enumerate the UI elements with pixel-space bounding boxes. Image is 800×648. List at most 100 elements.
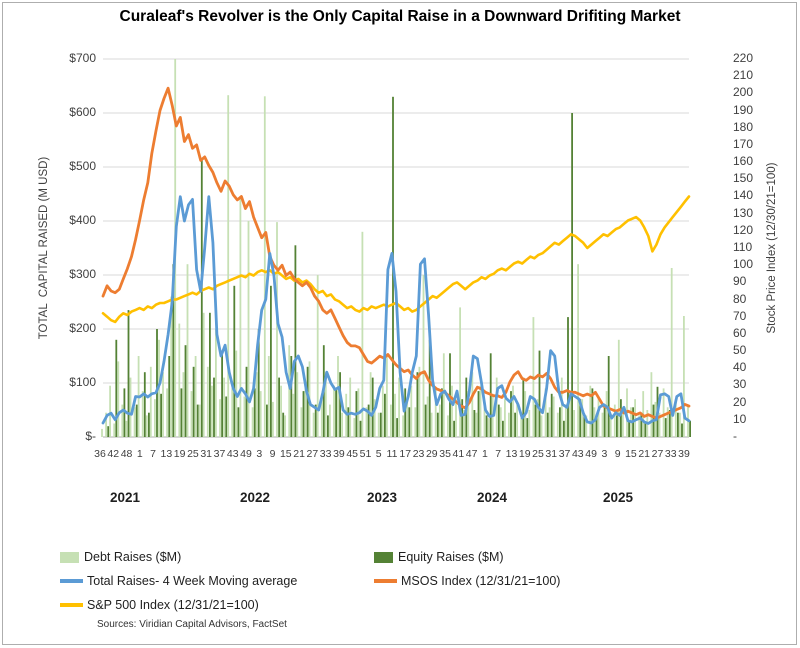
- right-axis-tick: 10: [733, 411, 747, 426]
- legend-item-debt-raises: Debt Raises ($M): [60, 550, 181, 564]
- x-axis-week-tick: 13: [160, 448, 173, 460]
- right-axis-tick: 30: [733, 377, 747, 392]
- right-axis-tick: 60: [733, 325, 747, 340]
- right-axis-tick: 100: [733, 257, 754, 272]
- right-axis-tick: 150: [733, 171, 754, 186]
- right-axis-tick: 40: [733, 360, 747, 375]
- legend-label-sp500-index: S&P 500 Index (12/31/21=100): [87, 598, 259, 612]
- x-axis-week-tick: 47: [465, 448, 478, 460]
- x-axis-week-tick: 37: [558, 448, 571, 460]
- legend-item-total-raises-ma: Total Raises- 4 Week Moving average: [60, 574, 297, 588]
- x-axis-week-tick: 49: [240, 448, 252, 460]
- x-axis-week-tick: 11: [386, 448, 398, 460]
- x-axis-week-tick: 9: [614, 448, 621, 460]
- x-axis-week-tick: 31: [200, 448, 213, 460]
- x-axis-week-tick: 41: [452, 448, 465, 460]
- left-axis-title: TOTAL CAPITAL RAISED (M USD): [38, 156, 50, 340]
- left-axis-tick: $200: [69, 321, 96, 335]
- x-axis-week-tick: 37: [213, 448, 226, 460]
- left-axis-tick: $600: [69, 105, 96, 119]
- left-axis-tick: $700: [69, 51, 96, 65]
- x-axis-week-tick: 35: [439, 448, 451, 460]
- plot-area: [101, 58, 691, 438]
- x-axis-week-tick: 7: [150, 448, 156, 460]
- left-axis-tick: $500: [69, 159, 96, 173]
- x-axis-week-tick: 17: [399, 448, 412, 460]
- right-axis-tick: 120: [733, 222, 754, 237]
- legend-label-msos-index: MSOS Index (12/31/21=100): [401, 574, 561, 588]
- legend-item-equity-raises: Equity Raises ($M): [374, 550, 504, 564]
- msos-index-swatch: [374, 579, 397, 583]
- x-axis-week-tick: 9: [269, 448, 276, 460]
- x-axis-week-tick: 27: [651, 448, 664, 460]
- left-axis-tick: $-: [85, 429, 96, 443]
- debt-raises-swatch: [60, 551, 79, 563]
- right-axis-tick: 160: [733, 154, 754, 169]
- x-axis-year-label: 2022: [239, 490, 271, 505]
- x-axis-week-tick: 3: [256, 448, 263, 460]
- right-axis-tick: 50: [733, 343, 747, 358]
- x-axis-year-label: 2024: [476, 490, 508, 505]
- right-axis-tick: 220: [733, 51, 754, 65]
- x-axis-week-tick: 33: [664, 448, 677, 460]
- x-axis-week-tick: 45: [346, 448, 359, 460]
- right-axis-tick: -: [733, 429, 737, 443]
- x-axis-week-tick: 27: [306, 448, 319, 460]
- x-axis-week-tick: 19: [173, 448, 186, 460]
- right-axis-tick: 210: [733, 68, 754, 83]
- legend-item-sp500-index: S&P 500 Index (12/31/21=100): [60, 598, 259, 612]
- x-axis-week-tick: 15: [279, 448, 292, 460]
- legend-item-msos-index: MSOS Index (12/31/21=100): [374, 574, 560, 588]
- x-axis-week-tick: 19: [518, 448, 531, 460]
- right-axis-tick: 180: [733, 119, 754, 134]
- sp500-index-swatch: [60, 603, 83, 607]
- x-axis-year-label: 2023: [366, 490, 398, 505]
- x-axis-week-tick: 25: [532, 448, 544, 460]
- x-axis-year-label: 2021: [109, 490, 141, 505]
- right-axis-tick: 70: [733, 308, 747, 323]
- right-axis-tick: 140: [733, 188, 754, 203]
- left-axis-tick: $100: [69, 375, 96, 389]
- right-axis-tick: 110: [733, 240, 753, 254]
- right-axis-tick: 200: [733, 85, 754, 100]
- x-axis-week-tick: 31: [545, 448, 558, 460]
- right-axis-tick: 190: [733, 102, 754, 117]
- equity-raises-swatch: [374, 551, 393, 563]
- x-axis-week-tick: 42: [107, 448, 120, 460]
- legend-label-debt-raises: Debt Raises ($M): [84, 550, 182, 564]
- x-axis-week-tick: 5: [375, 448, 382, 460]
- right-axis-tick: 90: [733, 274, 747, 289]
- x-axis-week-tick: 43: [226, 448, 239, 460]
- x-axis-week-tick: 15: [625, 448, 637, 460]
- right-axis-tick: 80: [733, 291, 747, 306]
- left-axis-tick: $400: [69, 213, 96, 227]
- x-axis-week-tick: 36: [94, 448, 106, 460]
- x-axis-week-tick: 1: [136, 448, 143, 460]
- x-axis-week-tick: 48: [120, 448, 133, 460]
- x-axis-week-tick: 1: [481, 448, 488, 460]
- x-axis-week-tick: 39: [333, 448, 345, 460]
- x-axis-week-tick: 7: [495, 448, 502, 460]
- x-axis-week-tick: 43: [571, 448, 584, 460]
- right-axis-tick: 170: [733, 136, 754, 151]
- legend-label-total-raises-ma: Total Raises- 4 Week Moving average: [87, 574, 298, 588]
- x-axis-week-tick: 33: [319, 448, 332, 460]
- x-axis-year-label: 2025: [602, 490, 634, 505]
- right-axis-tick: 20: [733, 394, 747, 409]
- right-axis-tick: 130: [733, 205, 754, 220]
- left-axis-tick: $300: [69, 267, 96, 281]
- x-axis-week-tick: 13: [505, 448, 518, 460]
- x-axis-week-tick: 51: [359, 448, 372, 460]
- x-axis-week-tick: 25: [187, 448, 199, 460]
- x-axis-week-tick: 21: [638, 448, 651, 460]
- chart-title: Curaleaf's Revolver is the Only Capital …: [119, 8, 681, 25]
- source-note: Sources: Viridian Capital Advisors, Fact…: [97, 619, 287, 630]
- x-axis-week-tick: 21: [293, 448, 305, 460]
- right-axis-title: Stock Price Index (12/30/21=100): [766, 162, 778, 334]
- total-raises-ma-swatch: [60, 579, 83, 583]
- x-axis-week-tick: 3: [601, 448, 608, 460]
- x-axis-week-tick: 49: [585, 448, 597, 460]
- x-axis-week-tick: 39: [678, 448, 690, 460]
